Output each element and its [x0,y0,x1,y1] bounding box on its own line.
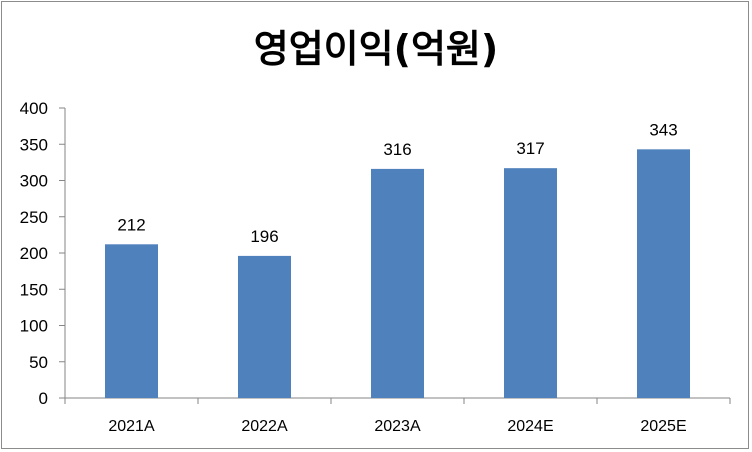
y-tick-label: 250 [20,208,48,227]
x-tick-label-2021A: 2021A [108,418,155,435]
x-tick-label-2022A: 2022A [241,418,288,435]
bar-2025E [637,149,690,398]
bar-2024E [504,168,557,398]
data-label-2022A: 196 [250,227,278,246]
data-label-2021A: 212 [117,215,145,234]
data-label-2023A: 316 [383,140,411,159]
bar-2022A [238,255,291,398]
y-tick-label: 300 [20,172,48,191]
bar-2021A [105,244,158,398]
y-tick-label: 100 [20,317,48,336]
x-tick-label-2025E: 2025E [640,418,686,435]
y-tick-label: 400 [20,99,48,118]
y-tick-label: 0 [39,389,48,408]
bar-2023A [371,168,424,398]
x-tick-label-2023A: 2023A [374,418,421,435]
data-label-2024E: 317 [516,139,544,158]
y-tick-label: 350 [20,135,48,154]
y-tick-label: 150 [20,280,48,299]
x-tick-label-2024E: 2024E [507,418,553,435]
data-label-2025E: 343 [649,120,677,139]
y-tick-label: 50 [29,353,48,372]
y-tick-label: 200 [20,244,48,263]
chart-title: 영업이익(억원) [253,27,499,71]
